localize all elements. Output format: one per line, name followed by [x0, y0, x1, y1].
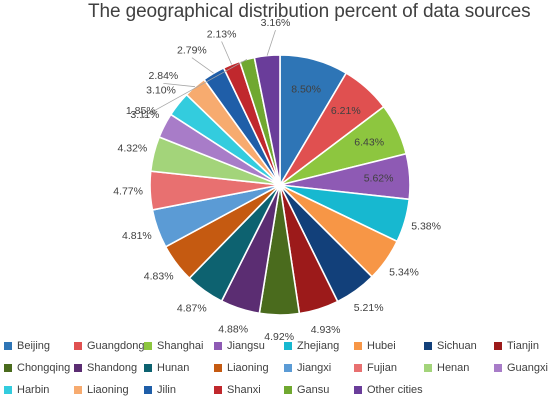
legend-swatch — [424, 364, 432, 372]
data-label-5: 5.38% — [411, 221, 441, 233]
data-label-18: 2.84% — [149, 70, 179, 82]
legend-item-6: Hubei — [354, 337, 396, 355]
data-label-9: 4.92% — [264, 331, 294, 343]
legend-swatch — [284, 342, 292, 350]
legend-swatch — [494, 342, 502, 350]
leader-line-21 — [140, 58, 248, 119]
legend-item-16: Guangxi — [494, 359, 548, 377]
legend-item-3: Shanghai — [144, 337, 204, 355]
chart-title: The geographical distribution percent of… — [88, 1, 531, 22]
legend-item-11: Hunan — [144, 359, 189, 377]
legend-label: Zhejiang — [297, 340, 340, 352]
legend-label: Jilin — [157, 384, 176, 396]
legend-label: Guangxi — [507, 362, 548, 374]
leader-line-20 — [221, 41, 232, 65]
legend: Beijing Guangdong Shanghai Jiangsu Zhejiang H… — [4, 337, 550, 413]
legend-label: Tianjin — [507, 340, 539, 352]
legend-label: Liaoning — [87, 384, 129, 396]
legend-swatch — [424, 342, 432, 350]
legend-item-17: Harbin — [4, 381, 49, 399]
data-label-10: 4.88% — [218, 323, 248, 335]
legend-swatch — [144, 342, 152, 350]
data-label-4: 5.62% — [364, 172, 394, 184]
legend-label: Guangdong — [87, 340, 145, 352]
data-label-19: 2.79% — [177, 44, 207, 56]
legend-item-2: Guangdong — [74, 337, 145, 355]
legend-swatch — [74, 386, 82, 394]
pie-slice-22 — [253, 54, 281, 186]
legend-swatch — [494, 364, 502, 372]
leader-line-19 — [191, 57, 214, 74]
data-label-14: 4.77% — [113, 185, 143, 197]
legend-item-7: Sichuan — [424, 337, 477, 355]
legend-label: Liaoning — [227, 362, 269, 374]
legend-item-18: Liaoning — [74, 381, 129, 399]
legend-item-12: Liaoning — [214, 359, 269, 377]
data-label-7: 5.21% — [354, 302, 384, 314]
legend-item-19: Jilin — [144, 381, 176, 399]
legend-item-5: Zhejiang — [284, 337, 339, 355]
legend-label: Gansu — [297, 384, 330, 396]
data-label-6: 5.34% — [389, 267, 419, 279]
legend-label: Hunan — [157, 362, 190, 374]
legend-swatch — [284, 364, 292, 372]
legend-swatch — [354, 342, 362, 350]
data-label-15: 4.32% — [118, 142, 148, 154]
data-label-1: 8.50% — [291, 83, 321, 95]
legend-swatch — [354, 364, 362, 372]
data-label-17: 3.10% — [146, 84, 176, 96]
legend-label: Shanxi — [227, 384, 261, 396]
data-label-22: 3.16% — [261, 17, 291, 29]
legend-item-22: Other cities — [354, 381, 423, 399]
legend-item-15: Henan — [424, 359, 469, 377]
legend-swatch — [144, 386, 152, 394]
legend-swatch — [214, 386, 222, 394]
legend-swatch — [144, 364, 152, 372]
legend-label: Sichuan — [437, 340, 477, 352]
leader-line-22 — [266, 29, 276, 56]
legend-swatch — [4, 342, 12, 350]
legend-label: Henan — [437, 362, 470, 374]
data-label-8: 4.93% — [311, 324, 341, 336]
data-label-2: 6.21% — [331, 105, 361, 117]
legend-label: Harbin — [17, 384, 50, 396]
legend-label: Beijing — [17, 340, 51, 352]
legend-swatch — [354, 386, 362, 394]
legend-item-9: Chongqing — [4, 359, 70, 377]
data-label-11: 4.87% — [177, 303, 207, 315]
data-label-21: 1.85% — [126, 105, 156, 117]
legend-label: Fujian — [367, 362, 397, 374]
legend-item-21: Gansu — [284, 381, 329, 399]
leader-line-18 — [163, 83, 196, 88]
legend-label: Shandong — [87, 362, 138, 374]
legend-swatch — [284, 386, 292, 394]
legend-item-1: Beijing — [4, 337, 50, 355]
legend-swatch — [74, 364, 82, 372]
legend-item-10: Shandong — [74, 359, 137, 377]
legend-label: Jiangxi — [297, 362, 332, 374]
legend-item-4: Jiangsu — [214, 337, 265, 355]
legend-item-8: Tianjin — [494, 337, 539, 355]
legend-swatch — [214, 364, 222, 372]
legend-item-14: Fujian — [354, 359, 397, 377]
legend-swatch — [4, 386, 12, 394]
legend-label: Shanghai — [157, 340, 204, 352]
legend-item-13: Jiangxi — [284, 359, 331, 377]
legend-label: Other cities — [367, 384, 423, 396]
data-label-13: 4.81% — [122, 230, 152, 242]
legend-item-20: Shanxi — [214, 381, 261, 399]
legend-swatch — [214, 342, 222, 350]
data-label-20: 2.13% — [207, 28, 237, 40]
legend-swatch — [4, 364, 12, 372]
legend-swatch — [74, 342, 82, 350]
legend-label: Jiangsu — [227, 340, 265, 352]
legend-label: Chongqing — [17, 362, 71, 374]
legend-label: Hubei — [367, 340, 396, 352]
data-label-3: 6.43% — [354, 136, 384, 148]
data-label-12: 4.83% — [144, 270, 174, 282]
